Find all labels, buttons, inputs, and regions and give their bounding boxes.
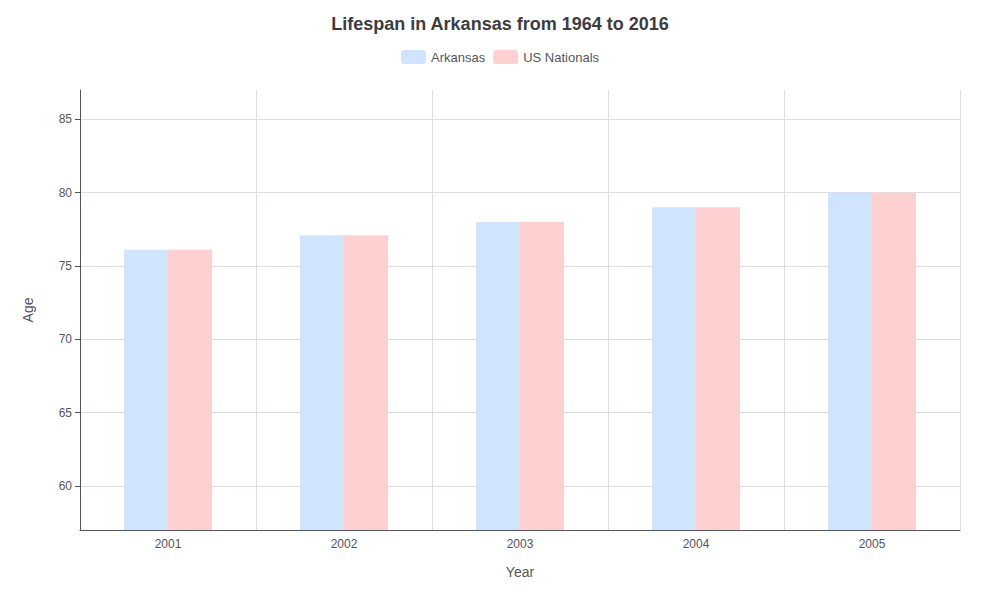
svg-text:Lifespan in Arkansas from 1964: Lifespan in Arkansas from 1964 to 2016 bbox=[331, 14, 668, 34]
svg-text:Age: Age bbox=[20, 297, 36, 322]
svg-text:2002: 2002 bbox=[331, 537, 358, 551]
svg-text:75: 75 bbox=[59, 259, 73, 273]
svg-text:2001: 2001 bbox=[155, 537, 182, 551]
svg-text:65: 65 bbox=[59, 406, 73, 420]
svg-text:2003: 2003 bbox=[507, 537, 534, 551]
svg-text:60: 60 bbox=[59, 479, 73, 493]
svg-text:70: 70 bbox=[59, 332, 73, 346]
svg-text:US Nationals: US Nationals bbox=[523, 50, 599, 65]
svg-text:Year: Year bbox=[506, 564, 535, 580]
svg-text:2004: 2004 bbox=[683, 537, 710, 551]
svg-text:Arkansas: Arkansas bbox=[431, 50, 486, 65]
svg-text:2005: 2005 bbox=[859, 537, 886, 551]
svg-text:85: 85 bbox=[59, 112, 73, 126]
svg-text:80: 80 bbox=[59, 186, 73, 200]
